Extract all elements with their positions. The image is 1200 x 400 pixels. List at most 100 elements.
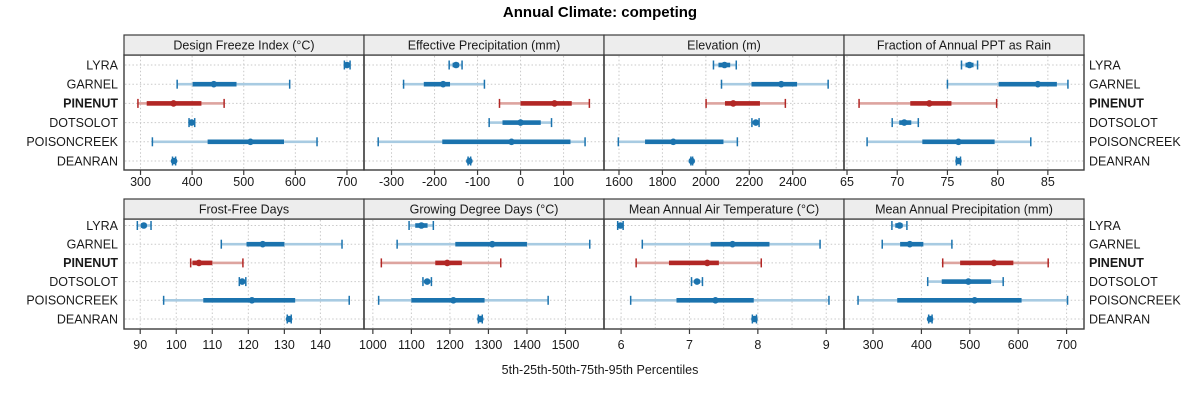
whisker-cap-95th <box>584 137 586 147</box>
axis-tick-label: 65 <box>840 175 854 189</box>
axis-tick-label: 8 <box>754 338 761 352</box>
panel-strip-title: Fraction of Annual PPT as Rain <box>877 39 1051 53</box>
axis-tick-label: 2200 <box>735 175 763 189</box>
whisker-cap-5th <box>641 239 644 249</box>
whisker-cap-5th <box>617 137 620 147</box>
whisker-cap-95th <box>736 137 739 147</box>
whisker-range-5-95 <box>190 261 243 265</box>
axis-tick-label: 300 <box>130 175 151 189</box>
panel-strip-title: Design Freeze Index (°C) <box>173 39 314 53</box>
median-dot <box>259 240 267 248</box>
whisker-cap-95th <box>951 239 953 249</box>
site-label-right: DEANRAN <box>1089 154 1150 168</box>
site-label-left: POISONCREEK <box>26 135 118 149</box>
axis-tick-label: -100 <box>465 175 490 189</box>
panel-border <box>843 218 1085 330</box>
site-label-right: PINENUT <box>1089 256 1144 270</box>
median-dot <box>508 138 515 146</box>
whisker-cap-5th <box>377 137 379 147</box>
chart-title: Annual Climate: competing <box>502 4 698 21</box>
whisker-cap-5th <box>690 277 693 287</box>
whisker-cap-5th <box>136 221 139 230</box>
whisker-cap-95th <box>245 277 247 287</box>
whisker-cap-5th <box>422 277 424 287</box>
whisker-cap-95th <box>819 239 821 249</box>
site-label-right: PINENUT <box>1089 97 1144 111</box>
median-dot <box>751 315 758 323</box>
axis-tick-label: 700 <box>1056 338 1077 352</box>
median-dot <box>693 278 701 285</box>
whisker-cap-5th <box>705 98 707 108</box>
box-range-25-75 <box>960 260 1014 266</box>
axis-tick-label: 0 <box>517 175 524 189</box>
panel-border <box>123 218 365 330</box>
axis-tick-label: 700 <box>337 175 358 189</box>
axis-tick-label: 1100 <box>398 338 425 352</box>
median-dot <box>617 222 624 229</box>
axis-tick-label: 1800 <box>649 175 677 189</box>
site-label-left: PINENUT <box>63 256 118 270</box>
whisker-cap-5th <box>162 295 165 305</box>
box-range-25-75 <box>998 81 1057 87</box>
whisker-cap-95th <box>341 239 343 249</box>
whisker-cap-95th <box>348 295 350 305</box>
panel-strip-title: Frost-Free Days <box>199 203 289 217</box>
box-range-25-75 <box>207 139 284 145</box>
whisker-cap-95th <box>827 79 829 89</box>
whisker-cap-95th <box>828 295 830 305</box>
median-dot <box>1034 80 1042 88</box>
site-label-right: LYRA <box>1089 219 1121 233</box>
whisker-cap-95th <box>784 98 787 108</box>
site-label-left: GARNEL <box>67 78 118 92</box>
median-dot <box>443 259 451 267</box>
whisker-cap-5th <box>408 221 410 230</box>
site-label-left: POISONCREEK <box>26 294 118 308</box>
box-range-25-75 <box>751 81 798 87</box>
axis-tick-label: 300 <box>863 338 884 352</box>
axis-tick-label: 85 <box>1041 175 1055 189</box>
box-range-25-75 <box>520 101 572 106</box>
axis-tick-label: 500 <box>233 175 254 189</box>
site-label-left: LYRA <box>86 58 118 72</box>
panel-strip <box>843 34 1085 56</box>
site-label-right: LYRA <box>1089 58 1121 72</box>
site-label-right: GARNEL <box>1089 78 1140 92</box>
whisker-cap-95th <box>550 118 553 128</box>
box-range-25-75 <box>897 298 1022 303</box>
median-dot <box>752 119 760 126</box>
box-range-25-75 <box>442 139 571 145</box>
median-dot <box>488 240 496 248</box>
whisker-cap-95th <box>430 277 433 287</box>
site-label-left: PINENUT <box>63 97 118 111</box>
whisker-cap-5th <box>189 258 192 268</box>
median-dot <box>466 157 473 165</box>
whisker-cap-5th <box>858 98 860 108</box>
whisker-cap-5th <box>946 79 949 89</box>
whisker-cap-5th <box>857 295 859 305</box>
whisker-cap-5th <box>488 118 490 128</box>
whisker-cap-95th <box>735 60 738 70</box>
median-dot <box>343 61 351 69</box>
median-dot <box>247 138 254 146</box>
whisker-cap-5th <box>891 221 893 230</box>
whisker-cap-5th <box>891 118 893 128</box>
median-dot <box>450 297 457 304</box>
median-dot <box>703 259 711 267</box>
whisker-cap-5th <box>380 258 383 268</box>
site-label-left: DOTSOLOT <box>49 275 118 289</box>
site-label-right: DOTSOLOT <box>1089 116 1158 130</box>
median-dot <box>238 278 246 285</box>
whisker-cap-95th <box>1030 137 1032 147</box>
whisker-cap-95th <box>150 221 152 230</box>
median-dot <box>423 278 431 285</box>
site-label-right: POISONCREEK <box>1089 135 1181 149</box>
site-label-right: DEANRAN <box>1089 312 1150 326</box>
panel-border <box>363 54 605 171</box>
panel-strip-title: Effective Precipitation (mm) <box>408 39 561 53</box>
median-dot <box>210 80 218 88</box>
whisker-cap-5th <box>635 258 637 268</box>
whisker-cap-95th <box>242 258 244 268</box>
whisker-cap-5th <box>866 137 868 147</box>
median-dot <box>971 297 978 304</box>
median-dot <box>990 259 998 267</box>
